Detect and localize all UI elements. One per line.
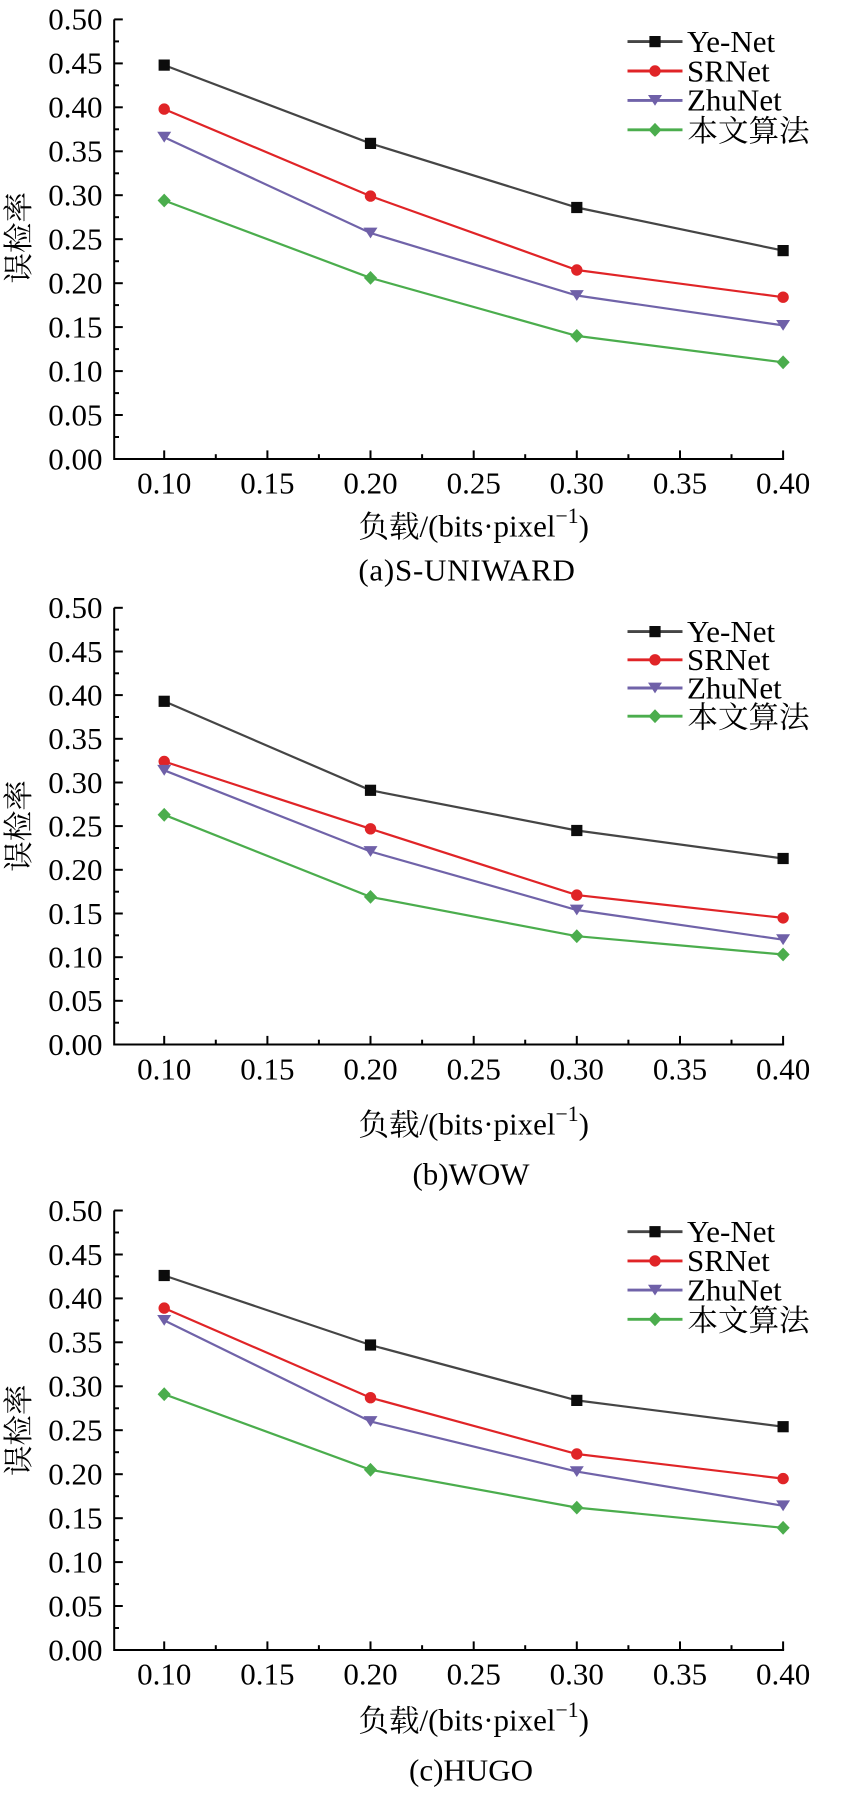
svg-text:0.35: 0.35 [48,134,102,169]
svg-text:0.25: 0.25 [447,1052,501,1087]
svg-text:0.30: 0.30 [550,1052,604,1087]
svg-text:0.30: 0.30 [550,466,604,501]
svg-text:0.40: 0.40 [48,677,102,712]
svg-text:0.30: 0.30 [48,765,102,800]
svg-text:0.25: 0.25 [48,808,102,843]
svg-text:0.10: 0.10 [137,1052,191,1087]
svg-text:SRNet: SRNet [687,642,770,677]
svg-text:0.10: 0.10 [48,940,102,975]
svg-text:0.00: 0.00 [48,1632,102,1667]
svg-text:0.10: 0.10 [48,353,102,388]
svg-text:SRNet: SRNet [687,53,770,88]
svg-text:0.35: 0.35 [48,1325,102,1360]
svg-text:0.50: 0.50 [48,2,102,37]
svg-text:0.50: 0.50 [48,1193,102,1228]
svg-text:Ye-Net: Ye-Net [687,24,776,59]
svg-text:0.10: 0.10 [137,1657,191,1692]
svg-text:0.30: 0.30 [48,178,102,213]
svg-text:(b)WOW: (b)WOW [412,1157,530,1192]
svg-text:SRNet: SRNet [687,1243,770,1278]
svg-text:0.25: 0.25 [48,1413,102,1448]
svg-text:0.05: 0.05 [48,983,102,1018]
svg-text:0.15: 0.15 [48,896,102,931]
svg-text:0.20: 0.20 [48,266,102,301]
svg-text:Ye-Net: Ye-Net [687,614,776,649]
svg-text:0.25: 0.25 [447,466,501,501]
svg-text:0.45: 0.45 [48,1237,102,1272]
svg-text:0.15: 0.15 [48,309,102,344]
svg-text:0.05: 0.05 [48,397,102,432]
svg-text:(a)S-UNIWARD: (a)S-UNIWARD [358,552,575,587]
svg-text:0.40: 0.40 [756,466,810,501]
svg-text:0.20: 0.20 [343,1052,397,1087]
svg-text:0.20: 0.20 [48,852,102,887]
svg-text:0.15: 0.15 [240,1052,294,1087]
svg-text:0.40: 0.40 [756,1052,810,1087]
svg-text:0.00: 0.00 [48,441,102,476]
svg-text:0.15: 0.15 [240,1657,294,1692]
svg-text:0.45: 0.45 [48,634,102,669]
svg-text:0.05: 0.05 [48,1588,102,1623]
svg-text:0.20: 0.20 [343,466,397,501]
svg-text:0.35: 0.35 [48,721,102,756]
svg-text:0.40: 0.40 [48,90,102,125]
svg-text:0.30: 0.30 [48,1369,102,1404]
svg-text:ZhuNet: ZhuNet [687,670,782,705]
svg-text:ZhuNet: ZhuNet [687,1272,782,1307]
svg-text:0.10: 0.10 [48,1544,102,1579]
svg-text:0.45: 0.45 [48,46,102,81]
svg-text:0.35: 0.35 [653,1657,707,1692]
svg-text:Ye-Net: Ye-Net [687,1214,776,1249]
svg-text:0.25: 0.25 [48,222,102,257]
svg-text:0.50: 0.50 [48,590,102,625]
svg-text:0.40: 0.40 [756,1657,810,1692]
svg-text:0.40: 0.40 [48,1281,102,1316]
svg-text:(c)HUGO: (c)HUGO [409,1753,533,1788]
svg-text:0.10: 0.10 [137,466,191,501]
svg-text:0.35: 0.35 [653,466,707,501]
svg-text:0.00: 0.00 [48,1027,102,1062]
svg-text:0.20: 0.20 [48,1457,102,1492]
svg-text:0.20: 0.20 [343,1657,397,1692]
svg-text:0.15: 0.15 [240,466,294,501]
svg-text:ZhuNet: ZhuNet [687,83,782,118]
svg-text:0.15: 0.15 [48,1501,102,1536]
svg-text:0.25: 0.25 [447,1657,501,1692]
svg-text:0.30: 0.30 [550,1657,604,1692]
svg-text:0.35: 0.35 [653,1052,707,1087]
